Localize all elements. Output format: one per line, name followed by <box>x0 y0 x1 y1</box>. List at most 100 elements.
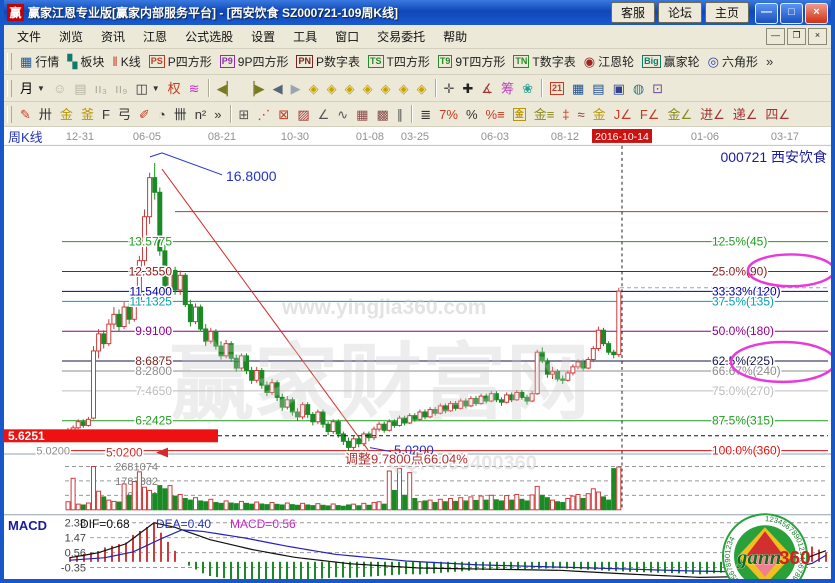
trend-line[interactable] <box>161 168 369 451</box>
advance-angle-button[interactable]: 进∠ <box>696 105 729 124</box>
zoom-diamond-6[interactable]: ◈ <box>395 79 413 98</box>
n2-ruler-button[interactable]: n² <box>191 105 211 124</box>
step-angle-button[interactable]: 递∠ <box>729 105 762 124</box>
zoom-diamond-7[interactable]: ◈ <box>413 79 431 98</box>
more-tools-chevron[interactable]: » <box>762 52 777 71</box>
percent-7-button[interactable]: 7% <box>435 105 462 124</box>
shaded-box-button[interactable]: ▨ <box>293 105 313 124</box>
titlebar[interactable]: 赢 赢家江恩专业版[赢家内部服务平台] - [西安饮食 SZ000721-109… <box>4 0 831 25</box>
color-chart-button[interactable]: ≋ <box>185 79 204 98</box>
tick-ruler-button[interactable]: 卌 <box>170 105 191 124</box>
t-square-button[interactable]: TS T四方形 <box>364 51 434 72</box>
gold-underline-button[interactable]: 金 <box>589 105 610 124</box>
service-button[interactable]: 客服 <box>610 2 655 23</box>
gold-lines-button[interactable]: 金≡ <box>530 105 559 124</box>
menu-settings[interactable]: 设置 <box>251 30 276 44</box>
parallel-lines-button[interactable]: ∥ <box>393 105 408 124</box>
four-angle-button[interactable]: 四∠ <box>761 105 794 124</box>
grid-a-button[interactable]: ▦ <box>352 105 372 124</box>
zigzag-button[interactable]: ∿ <box>333 105 352 124</box>
gann-wheel-button[interactable]: ◉ 江恩轮 <box>580 51 638 72</box>
calculator-button[interactable]: ▦ <box>568 79 588 98</box>
menu-window[interactable]: 窗口 <box>335 30 360 44</box>
bars-9-button[interactable]: ıı₉ <box>111 79 131 98</box>
menu-help[interactable]: 帮助 <box>443 30 468 44</box>
mdi-restore-button[interactable]: ❐ <box>787 28 806 45</box>
more-draw-chevron[interactable]: » <box>210 105 225 124</box>
restoration-button[interactable]: 权 <box>164 79 185 98</box>
percent-lines-button[interactable]: %≡ <box>482 105 509 124</box>
winner-wheel-button[interactable]: Big 赢家轮 <box>638 51 704 72</box>
hexagon-button[interactable]: ◎ 六角形 <box>704 51 762 72</box>
menu-formula-stock-pick[interactable]: 公式选股 <box>185 30 234 44</box>
wave-button[interactable]: ≈ <box>574 105 589 124</box>
brush-ruler-button[interactable]: ✐ <box>135 105 154 124</box>
p-square-button[interactable]: PS P四方形 <box>145 51 216 72</box>
first-page-button[interactable]: ◀▏ <box>213 79 241 98</box>
menu-gann[interactable]: 江恩 <box>143 30 168 44</box>
brain-tool-button[interactable]: ❀ <box>518 79 537 98</box>
angle-lines-button[interactable]: ∠ <box>314 105 334 124</box>
menu-browse[interactable]: 浏览 <box>59 30 84 44</box>
box-fan-button[interactable]: ⊠ <box>274 105 293 124</box>
highlight-ellipse[interactable] <box>729 340 831 384</box>
menu-file[interactable]: 文件 <box>17 30 42 44</box>
smiley-tool-button[interactable]: ☺ <box>49 79 70 98</box>
fan-lines-button[interactable]: ⋰ <box>253 105 274 124</box>
gold-angle-button[interactable]: 金∠ <box>663 105 696 124</box>
draw-pencil-button[interactable]: ✎ <box>16 105 35 124</box>
mdi-minimize-button[interactable]: — <box>766 28 785 45</box>
info-document-button[interactable]: ▤ <box>70 79 90 98</box>
zoom-diamond-4[interactable]: ◈ <box>359 79 377 98</box>
menu-tools[interactable]: 工具 <box>293 30 318 44</box>
toolbar-grip[interactable] <box>7 53 12 70</box>
grid-b-button[interactable]: ▩ <box>372 105 392 124</box>
f-angle-button[interactable]: F∠ <box>636 105 664 124</box>
save-web-button[interactable]: ◍ <box>629 79 648 98</box>
notes-button[interactable]: ▤ <box>588 79 608 98</box>
hand-drag-button[interactable]: ✛ <box>440 79 459 98</box>
forum-button[interactable]: 论坛 <box>657 2 702 23</box>
sectors-button[interactable]: ▚ 板块 <box>63 51 108 72</box>
percent-button[interactable]: % <box>462 105 482 124</box>
candle-style-dropdown[interactable]: ◫ ▼ <box>131 79 163 98</box>
menu-trade[interactable]: 交易委托 <box>377 30 426 44</box>
home-button[interactable]: 主页 <box>704 2 749 23</box>
calendar-button[interactable]: 21 <box>546 80 568 97</box>
gold-ruler-1-button[interactable]: 金 <box>56 105 77 124</box>
angle-tool-button[interactable]: ∡ <box>477 79 497 98</box>
prev-button[interactable]: ◀ <box>269 79 287 98</box>
toolbar-grip[interactable] <box>7 79 12 97</box>
f-ruler-button[interactable]: F <box>98 105 114 124</box>
gold-ruler-2-button[interactable]: 釜 <box>77 105 98 124</box>
maximize-button[interactable]: □ <box>780 2 803 24</box>
close-button[interactable]: × <box>805 2 828 24</box>
toolbar-grip[interactable] <box>7 105 12 123</box>
quotes-button[interactable]: ▦ 行情 <box>16 51 63 72</box>
t-number-table-button[interactable]: TN T数字表 <box>509 51 579 72</box>
save-button[interactable]: ▣ <box>609 79 629 98</box>
gann-ruler-button[interactable]: 卅 <box>35 105 56 124</box>
j-angle-button[interactable]: J∠ <box>610 105 636 124</box>
bow-ruler-button[interactable]: 弓 <box>114 105 135 124</box>
highlight-ellipse[interactable] <box>746 253 831 288</box>
menu-info[interactable]: 资讯 <box>101 30 126 44</box>
p-number-table-button[interactable]: PN P数字表 <box>292 51 364 72</box>
candle-mark-button[interactable]: ‡ <box>558 105 573 124</box>
9p-square-button[interactable]: P9 9P四方形 <box>216 51 293 72</box>
crosshair-button[interactable]: ✚ <box>458 79 477 98</box>
minimize-button[interactable]: — <box>755 2 778 24</box>
zoom-diamond-2[interactable]: ◈ <box>323 79 341 98</box>
save-pc-button[interactable]: ⊡ <box>648 79 667 98</box>
9t-square-button[interactable]: T9 9T四方形 <box>434 51 510 72</box>
mdi-close-button[interactable]: × <box>808 28 827 45</box>
next-button[interactable]: ▶ <box>287 79 305 98</box>
period-month-dropdown[interactable]: 月 ▼ <box>16 79 49 98</box>
zoom-diamond-1[interactable]: ◈ <box>305 79 323 98</box>
clock-ruler-button[interactable]: ◔ <box>154 105 170 124</box>
chip-tool-button[interactable]: 筹 <box>497 79 518 98</box>
last-page-button[interactable]: ▕▶ <box>241 79 269 98</box>
box-tool-button[interactable]: ⊞ <box>235 105 254 124</box>
zoom-diamond-5[interactable]: ◈ <box>377 79 395 98</box>
kline-button[interactable]: ‖ K线 <box>108 51 144 72</box>
